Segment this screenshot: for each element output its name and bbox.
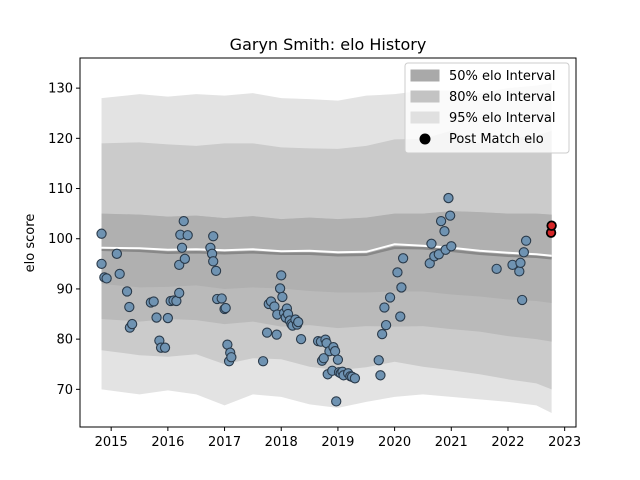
data-point-87 [384,292,396,303]
data-point-97 [439,226,450,237]
data-point-100 [445,210,456,221]
y-tick-label-100: 100 [48,232,73,247]
data-point-91 [397,253,409,264]
data-point-25 [179,253,191,264]
legend-marker-post-match [419,133,431,145]
x-axis: 2015 2016 2017 2018 2019 2020 2021 2022 2023 [95,427,581,450]
x-tick-label-2016: 2016 [151,435,184,450]
data-point-108 [520,235,532,246]
median-line [101,246,552,260]
y-axis: 70 80 90 100 110 120 130 [48,82,80,398]
x-tick-label-2020: 2020 [378,435,411,450]
y-tick-label-110: 110 [48,182,73,197]
data-point-6 [121,286,133,297]
data-point-45 [271,329,282,340]
x-tick-label-2022: 2022 [491,435,524,450]
data-point-39 [226,352,237,363]
y-tick-label-80: 80 [56,333,73,348]
data-point-15 [159,342,171,353]
data-point-90 [396,282,407,293]
data-point-93 [426,238,437,249]
data-point-11 [148,296,159,307]
data-point-99 [443,192,454,204]
data-point-73 [332,354,344,365]
data-point-12 [151,312,162,323]
data-point-40 [257,356,269,367]
data-point-31 [210,265,222,277]
data-point-7 [124,301,135,313]
data-point-23 [176,242,188,253]
x-tick-label-2021: 2021 [435,435,468,450]
data-point-24 [178,216,189,227]
data-point-49 [277,291,288,303]
data-point-30 [208,231,219,242]
data-point-107 [518,247,529,258]
x-tick-label-2018: 2018 [265,435,298,450]
data-point-1 [96,258,107,269]
data-point-82 [373,355,384,366]
data-point-102 [491,263,502,275]
data-point-48 [276,270,287,281]
legend-label-95: 95% elo Interval [449,111,556,126]
latest-point-1 [546,220,557,231]
data-point-105 [515,257,526,268]
data-point-106 [517,294,528,306]
chart-title: Garyn Smith: elo History [230,35,427,54]
data-point-85 [379,302,390,313]
data-point-16 [162,312,174,324]
y-tick-label-120: 120 [48,132,73,147]
legend: 50% elo Interval 80% elo Interval 95% el… [404,62,570,154]
data-point-9 [126,318,138,330]
legend-label-post-match: Post Match elo [449,132,544,147]
data-point-83 [375,370,386,381]
plot-area [96,83,557,413]
y-axis-label: elo score [23,214,38,273]
data-point-64 [318,353,329,364]
data-point-5 [114,268,125,280]
x-tick-label-2015: 2015 [95,435,128,450]
legend-frame [404,62,570,154]
axes-frame [79,57,577,428]
data-point-35 [220,302,231,314]
x-tick-label-2017: 2017 [208,435,241,450]
y-tick-label-90: 90 [56,282,73,297]
legend-swatch-80 [410,90,440,103]
data-point-20 [174,287,185,299]
x-tick-label-2019: 2019 [321,435,354,450]
data-point-60 [295,333,307,345]
data-point-88 [392,267,403,278]
data-point-101 [446,241,457,252]
legend-label-80: 80% elo Interval [449,90,556,105]
data-point-3 [101,273,112,284]
legend-swatch-95 [410,111,440,124]
data-point-72 [331,396,342,407]
y-tick-label-130: 130 [48,82,73,97]
data-point-0 [96,228,107,239]
data-point-33 [216,293,227,304]
data-point-47 [274,283,286,294]
data-point-96 [435,216,447,227]
legend-label-50: 50% elo Interval [449,69,556,84]
legend-swatch-50 [410,69,440,82]
data-point-71 [329,346,341,357]
data-point-86 [380,319,392,331]
data-point-29 [208,256,219,267]
x-tick-label-2023: 2023 [548,435,581,450]
y-tick-label-70: 70 [56,383,73,398]
data-point-81 [349,373,361,384]
data-point-4 [111,248,122,259]
data-point-84 [376,328,388,340]
data-point-41 [261,327,273,338]
data-point-26 [182,230,193,241]
data-point-89 [395,311,406,322]
data-point-104 [514,266,525,277]
data-point-59 [293,316,304,328]
